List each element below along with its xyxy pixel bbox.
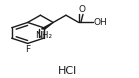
Text: F: F [25,45,30,54]
Polygon shape [42,22,53,29]
Text: NH₂: NH₂ [35,31,52,40]
Text: O: O [78,5,85,14]
Text: HCl: HCl [58,66,77,76]
Text: OH: OH [94,18,107,27]
